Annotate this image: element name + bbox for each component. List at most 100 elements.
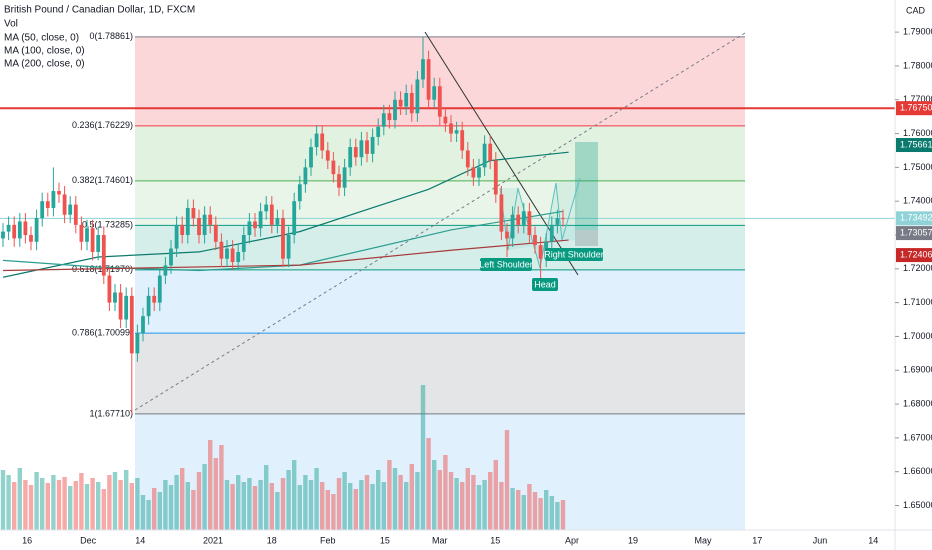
- candle-body: [45, 201, 50, 208]
- fib-label: 0.786(1.70099): [72, 327, 133, 337]
- plot: 0(1.78861) 0.236(1.76229) 0.382(1.74601) 0.…: [0, 31, 895, 530]
- candle-body: [555, 218, 560, 225]
- candle-body: [370, 136, 375, 154]
- candle-body: [258, 211, 263, 229]
- candle-body: [342, 167, 347, 188]
- currency: CAD: [906, 5, 926, 15]
- volume-bar: [482, 480, 487, 530]
- candle-body: [499, 194, 504, 232]
- volume-bar: [118, 480, 123, 530]
- candle-body: [253, 221, 257, 229]
- candle-body: [325, 150, 330, 161]
- y-tick-label: 1.72000: [903, 263, 932, 273]
- candle-body: [169, 248, 173, 266]
- volume-bar: [314, 468, 319, 530]
- fib-zone: [135, 333, 745, 414]
- volume-bar: [17, 468, 22, 530]
- fib-label: 1(1.67710): [89, 408, 133, 418]
- price-tag: [896, 248, 932, 263]
- volume-bar: [213, 458, 218, 530]
- x-tick-label: 19: [628, 535, 638, 545]
- volume-bar: [34, 472, 39, 530]
- price-tag-label: 1.75661: [900, 139, 932, 149]
- volume-bar: [454, 478, 459, 530]
- volume-bar: [40, 478, 45, 530]
- fib-label: 0.5(1.73285): [82, 220, 133, 230]
- volume-bar: [96, 482, 101, 530]
- volume-bar: [247, 478, 252, 530]
- ma-label: MA (200, close, 0): [4, 59, 85, 70]
- candle-body: [152, 295, 157, 303]
- candle-body: [34, 218, 39, 242]
- volume-bar: [376, 470, 381, 530]
- volume-bar: [12, 482, 17, 530]
- volume-bar: [359, 480, 364, 530]
- volume-bar: [549, 496, 554, 530]
- candle-body: [146, 295, 151, 317]
- volume-bar: [180, 468, 185, 530]
- candle-body: [493, 160, 498, 195]
- symbol-title: British Pound / Canadian Dollar, 1D, FXC…: [4, 5, 195, 16]
- volume-bar: [320, 482, 325, 530]
- candle-body: [57, 191, 61, 195]
- moving-average: [2, 210, 564, 272]
- candle-body: [471, 167, 476, 178]
- candle-body: [309, 147, 313, 168]
- volume-bar: [157, 492, 162, 530]
- volume-bar: [124, 470, 129, 530]
- volume-bar: [236, 475, 241, 530]
- candle-body: [202, 214, 207, 236]
- volume-bar: [336, 478, 342, 530]
- price-tag: [896, 226, 932, 241]
- price-tag: [896, 101, 932, 116]
- volume-bar: [269, 483, 274, 530]
- volume-bar: [404, 482, 409, 530]
- candle-body: [443, 116, 448, 124]
- x-tick-label: May: [694, 535, 712, 545]
- annotation: Left Shoulder: [479, 259, 533, 269]
- volume-bar: [163, 480, 168, 530]
- volume-bar: [437, 470, 442, 530]
- annotation-box: [545, 248, 603, 261]
- volume-bar: [465, 468, 470, 530]
- volume-bar: [409, 464, 414, 530]
- volume-bar: [135, 478, 140, 530]
- candle-body: [303, 167, 308, 185]
- volume-bar: [460, 482, 465, 530]
- candle-body: [505, 231, 509, 239]
- volume-bar: [544, 490, 549, 530]
- volume-bar: [112, 472, 118, 530]
- y-tick-label: 1.65000: [903, 500, 932, 510]
- volume-bar: [308, 480, 314, 530]
- candle-body: [348, 147, 353, 168]
- x-tick-label: 18: [267, 535, 277, 545]
- fib-label: 0(1.78861): [89, 31, 133, 41]
- projection: [575, 142, 598, 230]
- price-tag-label: 1.72406: [900, 249, 932, 259]
- candle-body: [426, 59, 431, 100]
- candle-body: [113, 292, 117, 303]
- pattern-fill: [500, 178, 580, 268]
- volume-bar: [202, 464, 207, 530]
- volume-bar: [252, 486, 258, 530]
- candle-body: [62, 194, 67, 215]
- volume-bar: [264, 465, 269, 530]
- volume-bar: [387, 460, 392, 530]
- candle-body: [157, 275, 162, 303]
- volume-bar: [370, 484, 375, 530]
- candle-body: [409, 92, 414, 114]
- candle-body: [337, 174, 341, 188]
- candle-body: [107, 275, 112, 303]
- candle-body: [236, 251, 241, 263]
- candle-body: [96, 235, 101, 252]
- x-tick-label: 15: [490, 535, 500, 545]
- volume-bar: [560, 500, 566, 530]
- volume-bar: [342, 472, 347, 530]
- volume-bar: [28, 485, 34, 530]
- candle-body: [477, 167, 481, 178]
- y-tick-label: 1.68000: [903, 398, 932, 408]
- volume-bar: [196, 472, 202, 530]
- volume-bar: [297, 485, 302, 530]
- x-tick-label: Apr: [565, 535, 579, 545]
- candle-body: [393, 99, 397, 121]
